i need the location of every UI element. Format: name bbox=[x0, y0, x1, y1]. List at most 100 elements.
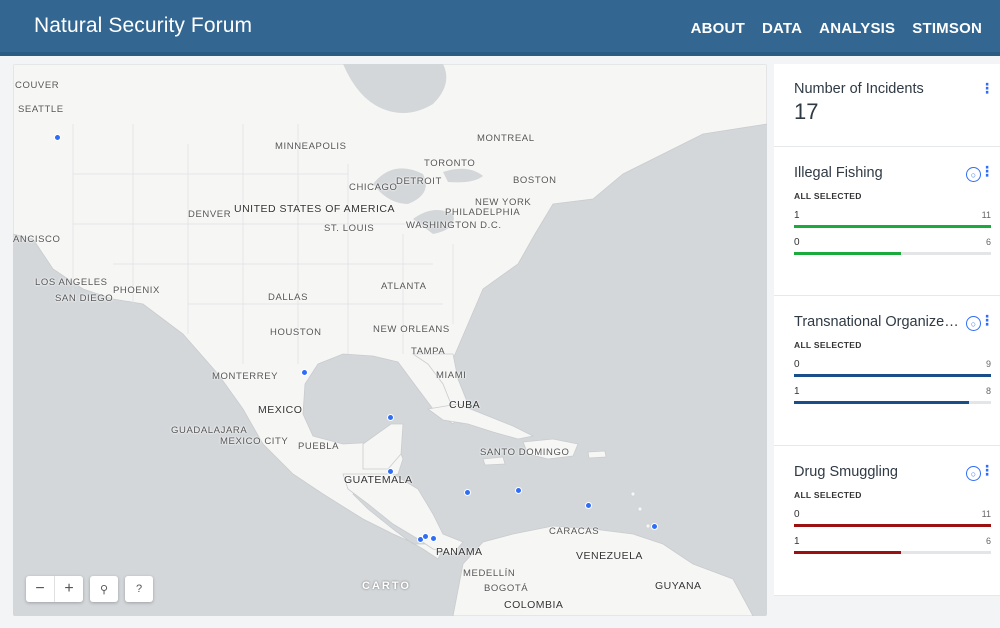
city-label: SAN DIEGO bbox=[55, 293, 114, 304]
city-label: ATLANTA bbox=[381, 281, 427, 292]
incident-map[interactable]: COUVER SEATTLE ANCISCO LOS ANGELES SAN D… bbox=[13, 64, 767, 616]
yucatan-land bbox=[362, 423, 404, 470]
city-label: PHOENIX bbox=[113, 285, 160, 296]
city-label: DALLAS bbox=[268, 292, 309, 303]
widget-menu-icon[interactable]: ⋮ bbox=[980, 462, 994, 478]
category-row[interactable]: 1 11 bbox=[794, 210, 991, 228]
category-count: 11 bbox=[981, 210, 991, 220]
city-label: CARACAS bbox=[549, 526, 600, 537]
incident-marker[interactable] bbox=[422, 533, 429, 540]
city-label: BOSTON bbox=[513, 175, 557, 186]
south-america-land bbox=[452, 525, 754, 616]
city-label: NEW ORLEANS bbox=[373, 324, 450, 335]
city-label: DENVER bbox=[188, 209, 232, 220]
bar-track bbox=[794, 401, 991, 404]
country-label: GUYANA bbox=[655, 580, 702, 592]
category-label: 1 bbox=[794, 210, 800, 221]
category-count: 11 bbox=[981, 509, 991, 519]
incident-marker[interactable] bbox=[430, 535, 437, 542]
category-label: 0 bbox=[794, 509, 800, 520]
city-label: BOGOTÁ bbox=[484, 583, 529, 594]
country-label: MEXICO bbox=[258, 404, 303, 416]
help-button[interactable]: ? bbox=[135, 583, 143, 595]
nav-analysis-link[interactable]: ANALYSIS bbox=[819, 20, 896, 37]
category-count: 9 bbox=[985, 359, 991, 369]
puerto-rico-land bbox=[587, 450, 607, 459]
category-label: 0 bbox=[794, 359, 800, 370]
incident-marker[interactable] bbox=[387, 468, 394, 475]
widget-menu-icon[interactable]: ⋮ bbox=[980, 163, 994, 179]
category-count: 6 bbox=[985, 237, 991, 247]
color-drop-icon[interactable]: ○ bbox=[966, 316, 981, 331]
bar-track bbox=[794, 252, 991, 255]
hudson-bay bbox=[343, 64, 447, 113]
selection-status: ALL SELECTED bbox=[794, 490, 862, 500]
city-label: TAMPA bbox=[411, 346, 446, 357]
widget-menu-icon[interactable]: ⋮ bbox=[980, 312, 994, 328]
category-label: 1 bbox=[794, 386, 800, 397]
site-title[interactable]: Natural Security Forum bbox=[34, 14, 253, 37]
help-control: ? bbox=[125, 576, 153, 602]
incident-marker[interactable] bbox=[651, 523, 658, 530]
incident-count: 17 bbox=[794, 99, 819, 124]
hispaniola-land bbox=[522, 438, 579, 460]
state-borders bbox=[72, 124, 454, 364]
city-label: NEW YORK bbox=[475, 197, 532, 208]
top-navbar: Natural Security Forum ABOUT DATA ANALYS… bbox=[0, 0, 1000, 56]
selection-status: ALL SELECTED bbox=[794, 191, 862, 201]
incident-marker[interactable] bbox=[301, 369, 308, 376]
city-label: ST. LOUIS bbox=[324, 223, 375, 234]
city-label: SEATTLE bbox=[18, 104, 64, 115]
nav-about-link[interactable]: ABOUT bbox=[690, 20, 745, 37]
city-label: MEDELLÍN bbox=[463, 568, 516, 579]
city-label: ANCISCO bbox=[13, 234, 61, 245]
nav-data-link[interactable]: DATA bbox=[761, 20, 803, 37]
country-label: CUBA bbox=[449, 399, 481, 411]
incident-marker[interactable] bbox=[54, 134, 61, 141]
bar-fill bbox=[794, 401, 970, 404]
great-lakes bbox=[373, 168, 483, 234]
incident-marker[interactable] bbox=[585, 502, 592, 509]
incident-marker[interactable] bbox=[387, 414, 394, 421]
category-row[interactable]: 0 11 bbox=[794, 509, 991, 527]
country-label: GUATEMALA bbox=[344, 474, 413, 486]
category-count: 6 bbox=[985, 536, 991, 546]
city-label: PHILADELPHIA bbox=[445, 207, 521, 218]
city-label: MEXICO CITY bbox=[220, 436, 289, 447]
incident-marker[interactable] bbox=[464, 489, 471, 496]
widget-title: Transnational Organized Crime bbox=[794, 314, 964, 330]
incident-count-widget: Number of Incidents ⋮ 17 bbox=[774, 64, 1000, 147]
bar-fill bbox=[794, 524, 991, 527]
color-drop-icon[interactable]: ○ bbox=[966, 167, 981, 182]
widgets-panel: Number of Incidents ⋮ 17 Illegal Fishing… bbox=[774, 64, 1000, 616]
category-label: 0 bbox=[794, 237, 800, 248]
widget-title: Drug Smuggling bbox=[794, 464, 898, 480]
country-label: VENEZUELA bbox=[576, 550, 643, 562]
search-icon[interactable]: ⚲ bbox=[99, 583, 109, 596]
city-label: WASHINGTON D.C. bbox=[406, 220, 502, 231]
zoom-in-button[interactable]: + bbox=[64, 580, 74, 597]
search-control: ⚲ bbox=[90, 576, 118, 602]
main-nav: ABOUT DATA ANALYSIS STIMSON bbox=[691, 20, 982, 37]
zoom-controls: − + bbox=[26, 576, 83, 602]
carto-attribution[interactable]: CARTO bbox=[362, 580, 411, 592]
city-label: PUEBLA bbox=[298, 441, 340, 452]
widget-menu-icon[interactable]: ⋮ bbox=[980, 80, 994, 96]
city-label: COUVER bbox=[15, 80, 60, 91]
selection-status: ALL SELECTED bbox=[794, 340, 862, 350]
bar-fill bbox=[794, 252, 902, 255]
bar-track bbox=[794, 524, 991, 527]
city-label: MONTERREY bbox=[212, 371, 279, 382]
incident-marker[interactable] bbox=[515, 487, 522, 494]
map-controls: − + ⚲ ? bbox=[26, 576, 153, 602]
nav-stimson-link[interactable]: STIMSON bbox=[912, 20, 982, 37]
zoom-out-button[interactable]: − bbox=[35, 580, 45, 597]
color-drop-icon[interactable]: ○ bbox=[966, 466, 981, 481]
country-label: PANAMA bbox=[436, 546, 483, 558]
